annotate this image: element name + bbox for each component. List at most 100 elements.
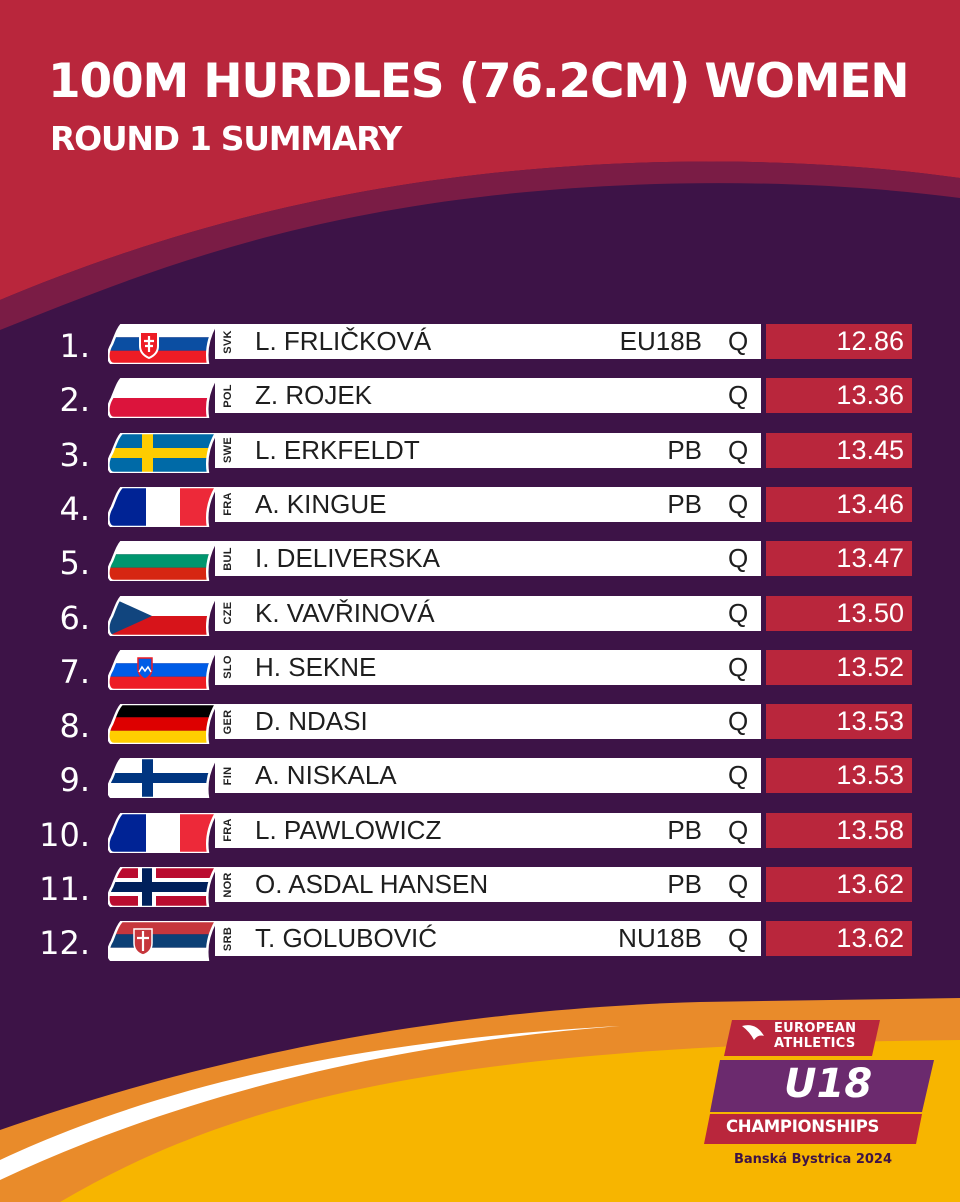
country-code-text: SLO: [222, 655, 234, 680]
page-subtitle: ROUND 1 SUMMARY: [50, 119, 402, 158]
rank-label: 5.: [59, 544, 90, 583]
athlete-name: T. GOLUBOVIĆ: [255, 923, 438, 954]
qualifier-mark: Q: [728, 923, 749, 954]
result-row: 2. POL Z. ROJEK Q 13.36: [0, 376, 960, 430]
result-time: 13.46: [766, 486, 912, 522]
rank-label: 6.: [59, 598, 90, 637]
record-note: PB: [667, 814, 702, 845]
result-row: 8. GER D. NDASI Q 13.53: [0, 702, 960, 756]
result-time: 13.50: [766, 595, 912, 631]
result-row: 9. FIN A. NISKALA Q 13.53: [0, 756, 960, 810]
qualifier-mark: Q: [728, 651, 749, 682]
rank-label: 9.: [59, 761, 90, 800]
qualifier-mark: Q: [728, 706, 749, 737]
country-code: FRA: [216, 487, 240, 522]
result-row: 1. SVK L. FRLIČKOVÁ EU18B Q 12.86: [0, 322, 960, 376]
country-code: GER: [216, 704, 240, 739]
country-code: SLO: [216, 650, 240, 685]
country-code: CZE: [216, 596, 240, 631]
row-bar: [215, 812, 761, 848]
record-note: NU18B: [618, 923, 702, 954]
result-time: 13.47: [766, 541, 912, 577]
athlete-name: H. SEKNE: [255, 651, 377, 682]
country-code: FRA: [216, 813, 240, 848]
result-time: 12.86: [766, 324, 912, 359]
country-code: BUL: [216, 541, 240, 576]
france-flag-icon: [107, 811, 219, 854]
result-row: 5. BUL I. DELIVERSKA Q 13.47: [0, 539, 960, 593]
athlete-name: L. ERKFELDT: [255, 434, 420, 465]
qualifier-mark: Q: [728, 760, 749, 791]
result-time: 13.52: [766, 649, 912, 685]
logo-flame-icon: [742, 1025, 764, 1040]
rank-label: 4.: [59, 489, 90, 528]
country-code-text: BUL: [222, 546, 234, 571]
row-bar: [215, 758, 761, 794]
result-row: 6. CZE K. VAVŘINOVÁ Q 13.50: [0, 594, 960, 648]
rank-label: 3.: [59, 435, 90, 474]
qualifier-mark: Q: [728, 597, 749, 628]
result-time: 13.45: [766, 432, 912, 468]
rank-label: 1.: [59, 327, 90, 365]
header-red-band: [0, 0, 960, 300]
row-bar: [215, 324, 761, 359]
finland-flag-icon: [107, 757, 219, 800]
athlete-name: O. ASDAL HANSEN: [255, 869, 489, 899]
czechia-flag-icon: [107, 594, 219, 637]
logo-line1: EUROPEAN: [774, 1021, 857, 1036]
athlete-name: D. NDASI: [255, 706, 368, 737]
qualifier-mark: Q: [728, 434, 749, 465]
record-note: PB: [667, 488, 702, 519]
qualifier-mark: Q: [728, 543, 749, 574]
record-note: PB: [667, 869, 702, 899]
row-bar: [215, 704, 761, 740]
country-code: NOR: [216, 867, 240, 902]
qualifier-mark: Q: [728, 814, 749, 845]
rank-label: 12.: [39, 924, 90, 963]
country-code: SRB: [216, 921, 240, 956]
qualifier-mark: Q: [728, 869, 749, 899]
country-code-text: FRA: [222, 492, 234, 517]
result-row: 11. NOR O. ASDAL HANSEN PB Q 13.62: [0, 865, 960, 919]
athlete-name: L. FRLIČKOVÁ: [255, 326, 432, 356]
qualifier-mark: Q: [728, 488, 749, 519]
country-code-text: FRA: [222, 818, 234, 842]
slovenia-flag-icon: [107, 648, 219, 692]
country-code-text: POL: [222, 384, 234, 408]
country-code: FIN: [216, 758, 240, 793]
athlete-name: A. NISKALA: [255, 760, 397, 791]
row-bar: [215, 486, 761, 522]
result-row: 7. SLO H. SEKNE Q 13.52: [0, 648, 960, 702]
row-bar: [215, 867, 761, 902]
row-bar: [215, 595, 761, 631]
result-time: 13.53: [766, 704, 912, 740]
norway-flag-icon: [107, 865, 219, 909]
rank-label: 10.: [39, 815, 90, 854]
logo-artwork: [704, 1020, 934, 1172]
serbia-flag-icon: [107, 920, 219, 963]
result-row: 4. FRA A. KINGUE PB Q 13.46: [0, 485, 960, 539]
header-swoosh-dark: [0, 161, 960, 330]
record-note: PB: [667, 434, 702, 465]
result-row: 3. SWE L. ERKFELDT PB Q 13.45: [0, 431, 960, 485]
athlete-name: K. VAVŘINOVÁ: [255, 597, 435, 628]
result-time: 13.53: [766, 758, 912, 794]
france-flag-icon: [107, 485, 219, 529]
country-code-text: GER: [222, 709, 234, 734]
qualifier-mark: Q: [728, 380, 749, 411]
country-code-text: SWE: [222, 437, 234, 464]
row-bar: [215, 921, 761, 957]
country-code-text: NOR: [222, 871, 234, 898]
bulgaria-flag-icon: [107, 539, 219, 583]
result-row: 12. SRB T. GOLUBOVIĆ NU18B Q 13.62: [0, 919, 960, 973]
rank-label: 8.: [59, 707, 90, 746]
qualifier-mark: Q: [728, 326, 749, 356]
row-bar: [215, 432, 761, 468]
country-code-text: SVK: [222, 329, 234, 354]
rank-label: 2.: [59, 381, 90, 420]
row-bar: [215, 541, 761, 577]
athlete-name: I. DELIVERSKA: [255, 543, 440, 574]
logo-type: CHAMPIONSHIPS: [726, 1117, 880, 1136]
record-note: EU18B: [619, 326, 702, 356]
